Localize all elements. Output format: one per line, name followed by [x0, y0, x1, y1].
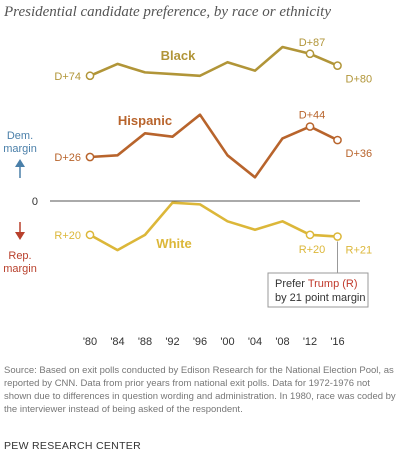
- axis-layer: 0 '80 '84 '88 '92 '96 '00 '04 '08 '12 '16: [32, 196, 360, 348]
- x-tick-label: '80: [83, 336, 97, 348]
- series-name-hispanic: Hispanic: [118, 113, 172, 128]
- data-point-marker-white: [85, 230, 95, 240]
- dem-margin-label-line2: margin: [3, 143, 37, 155]
- source-note: Source: Based on exit polls conducted by…: [4, 365, 396, 415]
- callout-line2: by 21 point margin: [275, 292, 366, 304]
- data-point-marker-white: [333, 232, 342, 241]
- series-name-black: Black: [161, 48, 196, 63]
- series-line-black: [88, 45, 339, 78]
- down-arrow-head-icon: [15, 232, 25, 240]
- data-label-black: D+74: [54, 71, 81, 83]
- publisher-name: PEW RESEARCH CENTER: [4, 440, 141, 452]
- x-tick-label: '88: [138, 336, 152, 348]
- data-point-marker-hispanic: [305, 122, 315, 131]
- zero-label: 0: [32, 196, 38, 208]
- x-tick-label: '04: [248, 336, 262, 348]
- rep-margin-label-line2: margin: [3, 263, 37, 275]
- label-layer: D+74 D+87 D+80 Black D+26 D+44 D+36 Hispanic R+2…: [54, 37, 372, 257]
- data-label-hispanic: D+44: [299, 110, 326, 122]
- x-tick-label: '16: [330, 336, 344, 348]
- rep-margin-label-line1: Rep.: [8, 250, 31, 262]
- data-label-white: R+21: [346, 245, 373, 257]
- chart-title: Presidential candidate preference, by ra…: [4, 4, 331, 20]
- x-tick-label: '96: [193, 336, 207, 348]
- series-line-hispanic: [88, 113, 339, 179]
- x-tick-label: '92: [165, 336, 179, 348]
- x-tick-label: '12: [303, 336, 317, 348]
- data-label-black: D+87: [299, 37, 326, 49]
- series-layer: [85, 45, 342, 252]
- data-label-white: R+20: [54, 230, 81, 242]
- dem-margin-label-line1: Dem.: [7, 130, 33, 142]
- data-point-marker-black: [85, 71, 95, 81]
- data-label-hispanic: D+36: [346, 148, 373, 160]
- data-label-hispanic: D+26: [54, 152, 81, 164]
- data-point-marker-hispanic: [85, 152, 95, 162]
- callout-box: [267, 272, 369, 308]
- callout-line1: Prefer Trump (R): [275, 278, 358, 290]
- series-name-white: White: [156, 236, 191, 251]
- data-point-marker-hispanic: [333, 135, 342, 145]
- x-tick-label: '08: [275, 336, 289, 348]
- data-label-white: R+20: [299, 244, 326, 256]
- data-point-marker-black: [333, 61, 342, 70]
- x-tick-label: '84: [110, 336, 124, 348]
- line-chart: 0 '80 '84 '88 '92 '96 '00 '04 '08 '12 '16 D+74 D+87…: [3, 37, 372, 348]
- series-line-white: [88, 201, 339, 252]
- data-point-marker-white: [305, 230, 315, 240]
- data-point-marker-black: [305, 49, 315, 59]
- up-arrow-head-icon: [15, 159, 25, 167]
- data-label-black: D+80: [346, 74, 373, 86]
- x-tick-label: '00: [220, 336, 234, 348]
